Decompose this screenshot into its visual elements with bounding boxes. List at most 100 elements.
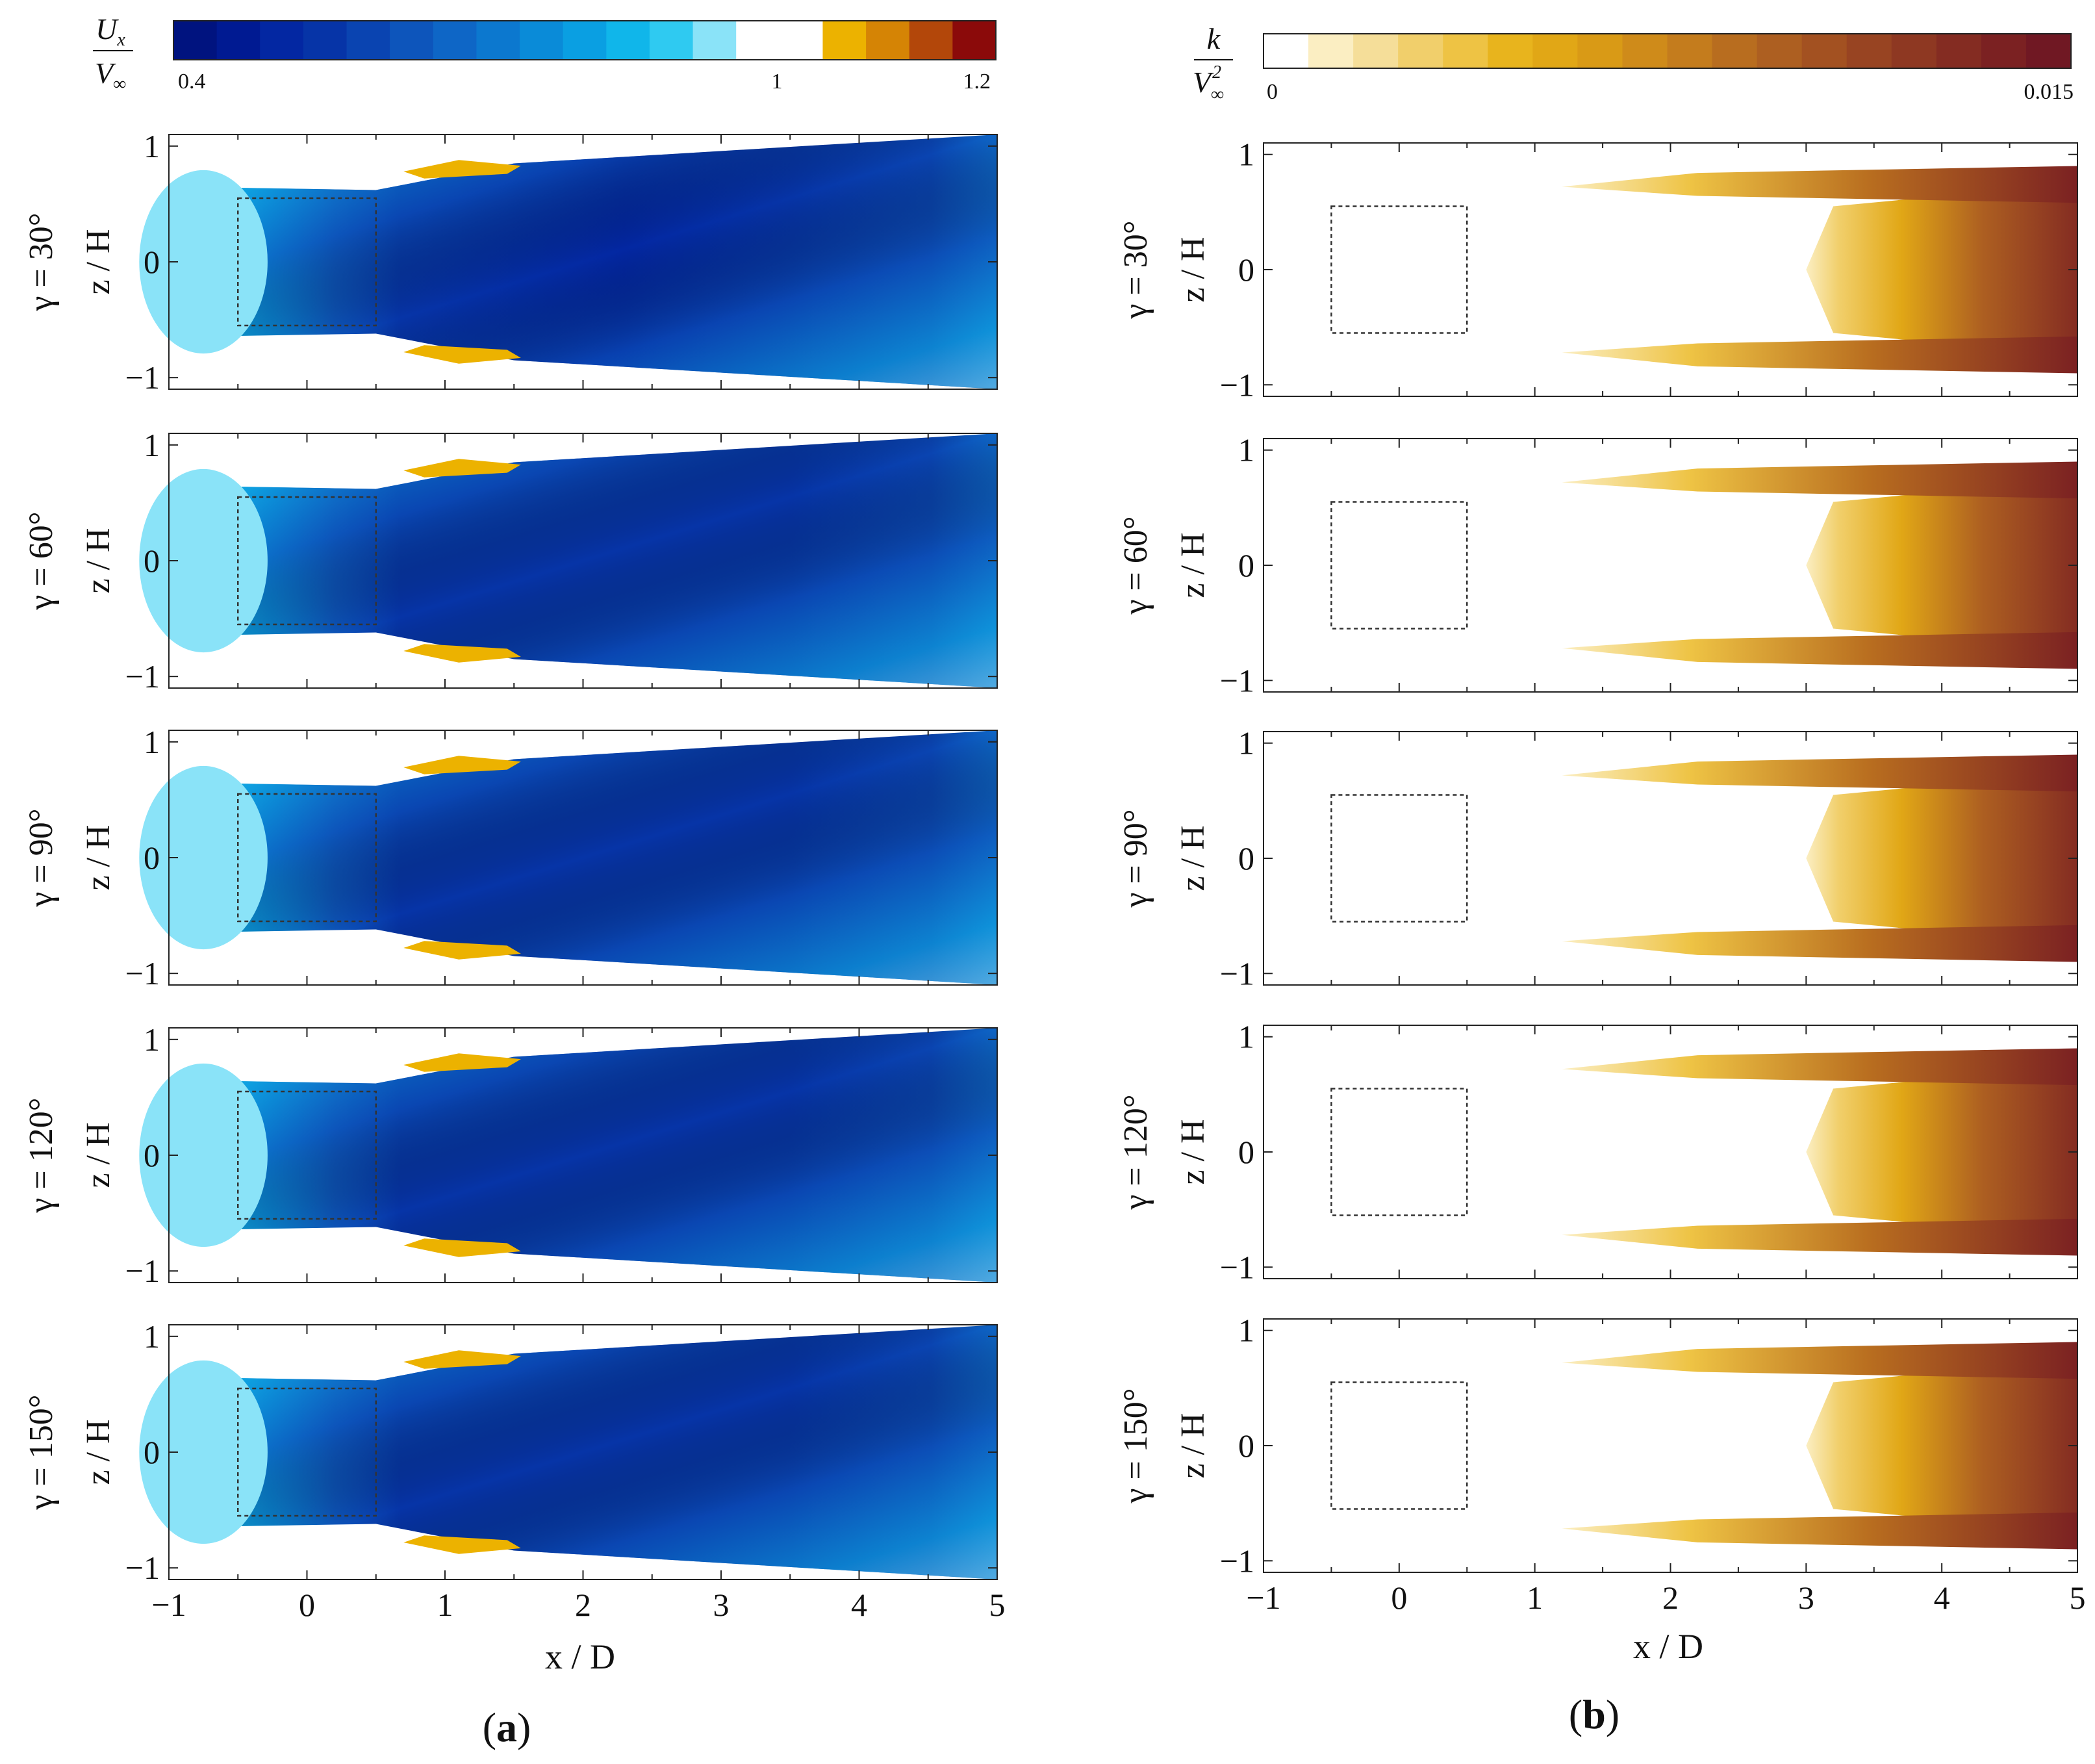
colorbar-b-cell-12	[1801, 34, 1847, 68]
panel-a-row-4-object-box	[237, 1387, 377, 1517]
panel-a-row-1: 1 0 −1 z / H γ = 60°	[23, 427, 998, 695]
colorbar-b-cell-15	[1936, 34, 1982, 68]
panel-a-row-0-overspeed-upper	[403, 160, 521, 179]
colorbar-a-cell-14	[779, 21, 824, 60]
colorbar-b-cell-4	[1443, 34, 1488, 68]
panel-a-row-4-overspeed-lower	[403, 1535, 521, 1554]
panel-b-row-4-xtick-label: 5	[2070, 1579, 2086, 1616]
panel-b-row-4-ytick-label: 0	[1238, 1427, 1254, 1464]
panel-b-row-2: 1 0 −1 z / H γ = 90°	[1117, 725, 2078, 991]
panel-b-row-1-ylabel: z / H	[1174, 532, 1212, 598]
panel-a-row-0-ytick-label: 0	[144, 244, 160, 280]
panel-a-row-4-gamma-label: γ = 150°	[23, 1394, 60, 1510]
panel-a-row-0-stagnation-region	[139, 170, 268, 354]
plot-panels: 1 0 −1 z / H γ = 30° 1 0 −1 z / H γ = 60° 1 0 −1 z / …	[23, 128, 2086, 1623]
colorbar-b-cell-11	[1757, 34, 1803, 68]
panel-b-row-4-object-box	[1330, 1381, 1468, 1510]
colorbar-b-cell-7	[1577, 34, 1623, 68]
panel-b-row-4-ylabel: z / H	[1174, 1412, 1212, 1478]
colorbar-b-cell-14	[1891, 34, 1937, 68]
panel-a-row-4-ytick-label: −1	[125, 1550, 160, 1586]
panel-b-row-3: 1 0 −1 z / H γ = 120°	[1117, 1019, 2078, 1285]
colorbar-b: k V2 ∞ 0 0.015	[1193, 22, 2074, 105]
panel-a-row-0-ytick-label: 1	[144, 128, 160, 164]
panel-b-row-4-xtick-label: −1	[1246, 1579, 1280, 1616]
panel-a-row-2-ytick-label: 0	[144, 839, 160, 876]
colorbar-a-cell-0	[173, 21, 218, 60]
panel-a-row-3-ytick-label: 1	[144, 1021, 160, 1058]
panel-b-row-0-ylabel: z / H	[1174, 236, 1212, 302]
colorbar-a-denominator: V∞	[95, 57, 126, 94]
colorbar-a-cells	[173, 21, 997, 60]
panel-a-row-4-xtick-label: 1	[437, 1587, 453, 1623]
panel-a-row-0-object-box	[237, 197, 377, 327]
panel-b-row-3-ytick-label: 0	[1238, 1134, 1254, 1170]
colorbar-b-cell-5	[1488, 34, 1533, 68]
panel-a-row-3-stagnation-region	[139, 1063, 268, 1247]
panel-b-row-2-shear-lower	[1562, 925, 2077, 962]
panel-b-row-4-ytick-label: −1	[1220, 1542, 1254, 1579]
colorbar-a-cell-2	[260, 21, 304, 60]
panel-b-row-4-xtick-label: 2	[1662, 1579, 1679, 1616]
colorbar-a-cell-6	[433, 21, 477, 60]
panel-b-row-2-gamma-label: γ = 90°	[1117, 809, 1154, 908]
panel-a-row-3-overspeed-lower	[403, 1238, 521, 1257]
panel-b-row-1-gamma-label: γ = 60°	[1117, 516, 1154, 615]
panel-b-row-0-core-tke	[1806, 183, 2077, 356]
colorbar-a-cell-12	[692, 21, 737, 60]
panel-b-row-2-ytick-label: −1	[1220, 955, 1254, 991]
colorbar-b-denominator: V2 ∞	[1193, 62, 1224, 105]
panel-a-row-1-gamma-label: γ = 60°	[23, 511, 60, 610]
colorbar-b-cells	[1263, 34, 2072, 68]
panel-a-row-4-xtick-label: 4	[851, 1587, 867, 1623]
panel-a-row-4-xtick-label: 3	[713, 1587, 730, 1623]
panel-a-row-4-xtick-label: −1	[151, 1587, 186, 1623]
panel-a-row-3-ytick-label: 0	[144, 1137, 160, 1173]
panel-a-row-0-ylabel: z / H	[80, 229, 117, 294]
panel-a-row-0-gamma-label: γ = 30°	[23, 212, 60, 311]
panel-a-row-1-stagnation-region	[139, 468, 268, 653]
panel-b-row-0: 1 0 −1 z / H γ = 30°	[1117, 136, 2078, 403]
colorbar-a-numerator: Ux	[95, 12, 125, 50]
panel-b-row-0-shear-upper	[1562, 166, 2077, 203]
colorbar-a-tick-min: 0.4	[178, 70, 206, 94]
panel-b-row-4-xtick-label: 0	[1391, 1579, 1407, 1616]
colorbar-a-cell-9	[563, 21, 607, 60]
colorbar-a-cell-10	[606, 21, 650, 60]
colorbar-a-cell-15	[822, 21, 867, 60]
panel-b-row-4-xtick-label: 3	[1798, 1579, 1814, 1616]
panel-b-row-1-shear-upper	[1562, 461, 2077, 499]
panel-label-a: (a)	[483, 1704, 531, 1750]
panel-a-row-4-stagnation-region	[139, 1360, 268, 1544]
panel-b-row-4-ytick-label: 1	[1238, 1312, 1254, 1349]
panel-a-row-1-ylabel: z / H	[80, 528, 117, 593]
colorbar-a-cell-16	[866, 21, 910, 60]
panel-b-row-3-shear-lower	[1562, 1218, 2077, 1256]
panel-b-row-0-object-box	[1330, 205, 1468, 334]
panel-b-row-2-shear-upper	[1562, 754, 2077, 792]
panel-a-row-4-overspeed-upper	[403, 1350, 521, 1369]
colorbar-b-cell-2	[1353, 34, 1399, 68]
colorbar-a-tick-max: 1.2	[963, 70, 991, 94]
colorbar-a-cell-3	[303, 21, 348, 60]
panel-b-row-1-ytick-label: 0	[1238, 547, 1254, 583]
panel-a-row-3-ylabel: z / H	[80, 1122, 117, 1188]
panel-b-row-3-ytick-label: −1	[1220, 1249, 1254, 1285]
panel-b-row-3-shear-upper	[1562, 1048, 2077, 1086]
panel-a-row-2: 1 0 −1 z / H γ = 90°	[23, 724, 998, 991]
panel-b-row-4-core-tke	[1806, 1359, 2077, 1532]
colorbar-a-cell-4	[346, 21, 390, 60]
colorbar-a-cell-18	[952, 21, 997, 60]
colorbar-a-cell-17	[909, 21, 953, 60]
colorbar-b-cell-8	[1622, 34, 1668, 68]
panel-b-row-2-ylabel: z / H	[1174, 825, 1212, 891]
panel-label-b: (b)	[1569, 1691, 1619, 1737]
panel-a-row-1-overspeed-upper	[403, 459, 521, 478]
panel-a-row-1-ytick-label: 1	[144, 427, 160, 463]
panel-a-row-4-xtick-label: 5	[989, 1587, 1006, 1623]
panel-b-row-1-core-tke	[1806, 479, 2077, 652]
panel-a-row-0: 1 0 −1 z / H γ = 30°	[23, 128, 998, 396]
panel-b-row-2-ytick-label: 0	[1238, 840, 1254, 876]
panel-a-row-2-stagnation-region	[139, 765, 268, 950]
